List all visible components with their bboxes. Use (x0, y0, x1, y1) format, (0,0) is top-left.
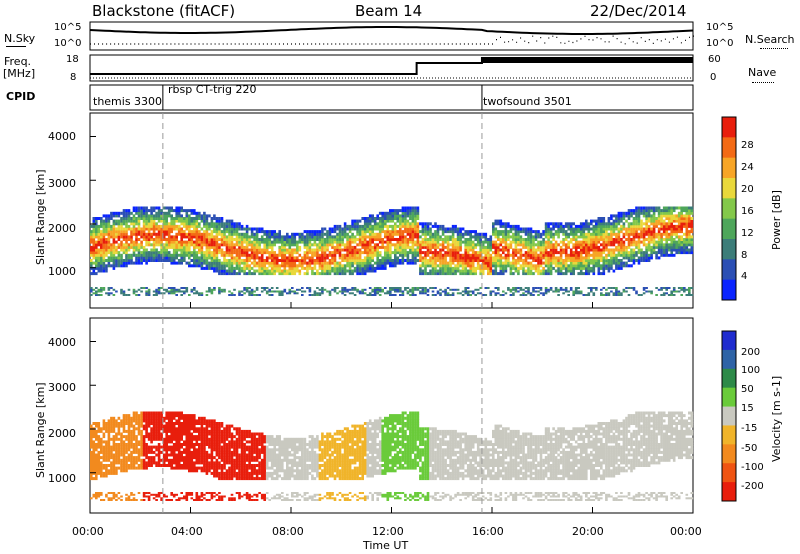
power-colorbar-swatch-5 (722, 219, 736, 240)
power-cbtick-4: 4 (741, 271, 747, 282)
power-cbtick-16: 16 (741, 206, 754, 217)
power-colorbar-swatch-2 (722, 158, 736, 179)
velocity-colorbar-swatch-1 (722, 350, 736, 369)
velocity-colorbar-swatch-7 (722, 463, 736, 482)
velocity-colorbar-label: Velocity [m s-1] (770, 376, 783, 462)
xtick-1: 04:00 (171, 525, 203, 538)
power-cbtick-24: 24 (741, 162, 754, 173)
velocity-colorbar-swatch-6 (722, 444, 736, 463)
velocity-ytick-2000: 2000 (48, 427, 76, 440)
freq-dense-band (482, 57, 693, 63)
power-colorbar-swatch-6 (722, 239, 736, 260)
power-colorbar-swatch-0 (722, 117, 736, 138)
velocity-ytick-4000: 4000 (48, 336, 76, 349)
power-ytick-1000: 1000 (48, 265, 76, 278)
vel-cbtick-50: 50 (741, 384, 754, 395)
power-colorbar-swatch-3 (722, 178, 736, 199)
vel-cbtick-15: 15 (741, 403, 754, 414)
power-colorbar-label: Power [dB] (770, 190, 783, 250)
vel-cbtick-m200: -200 (741, 481, 764, 492)
xtick-3: 12:00 (372, 525, 404, 538)
velocity-ylabel: Slant Range [km] (34, 382, 47, 478)
power-ytick-4000: 4000 (48, 130, 76, 143)
vel-cbtick-100: 100 (741, 365, 760, 376)
power-cbtick-28: 28 (741, 140, 754, 151)
velocity-ytick-3000: 3000 (48, 381, 76, 394)
velocity-colorbar-swatch-4 (722, 407, 736, 426)
power-colorbar-swatch-7 (722, 259, 736, 280)
power-cbtick-8: 8 (741, 250, 747, 261)
xtick-4: 16:00 (472, 525, 504, 538)
xtick-6: 00:00 (670, 525, 702, 538)
xlabel: Time UT (363, 539, 408, 552)
velocity-colorbar-swatch-3 (722, 388, 736, 407)
vel-cbtick-200: 200 (741, 347, 760, 358)
xtick-0: 00:00 (72, 525, 104, 538)
velocity-colorbar-swatch-0 (722, 331, 736, 350)
xtick-2: 08:00 (272, 525, 304, 538)
cpid-panel-frame (90, 85, 693, 110)
nsky-series-line (90, 27, 693, 34)
power-colorbar-swatch-1 (722, 137, 736, 158)
power-cbtick-12: 12 (741, 228, 754, 239)
vel-cbtick-m15: -15 (741, 423, 757, 434)
velocity-colorbar-swatch-2 (722, 369, 736, 388)
velocity-colorbar-swatch-5 (722, 425, 736, 444)
nsearch-series-dots (90, 36, 694, 44)
power-colorbar-swatch-8 (722, 280, 736, 301)
velocity-colorbar-swatch-8 (722, 482, 736, 501)
power-cbtick-20: 20 (741, 184, 754, 195)
xtick-5: 20:00 (572, 525, 604, 538)
chart-canvas (0, 0, 800, 554)
power-ytick-2000: 2000 (48, 222, 76, 235)
velocity-ytick-1000: 1000 (48, 472, 76, 485)
vel-cbtick-m100: -100 (741, 462, 764, 473)
power-ylabel: Slant Range [km] (34, 169, 47, 265)
power-ytick-3000: 3000 (48, 177, 76, 190)
vel-cbtick-m50: -50 (741, 443, 757, 454)
power-colorbar-swatch-4 (722, 198, 736, 219)
